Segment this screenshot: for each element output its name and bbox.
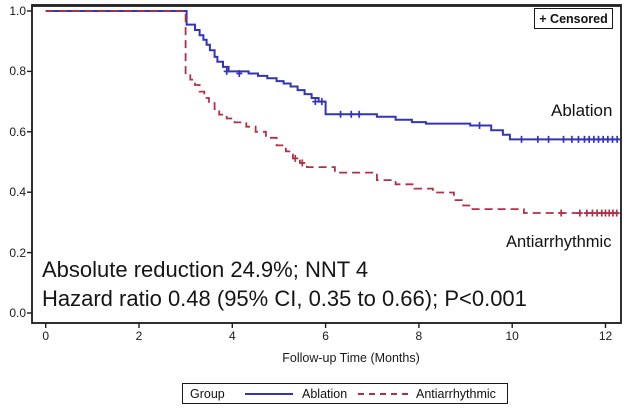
y-tick-label: 0.2	[9, 245, 26, 260]
legend-ablation-label: Ablation	[302, 386, 348, 401]
y-tick-label: 0.8	[9, 64, 26, 79]
y-tick-label: 1.0	[9, 4, 26, 18]
x-tick-label: 4	[228, 329, 236, 343]
legend-antiarrhythmic-label: Antiarrhythmic	[416, 386, 496, 401]
legend-title: Group	[190, 386, 225, 401]
censored-legend-label: + Censored	[539, 11, 608, 26]
group-legend-box: Group Ablation Antiarrhythmic	[182, 383, 508, 404]
y-tick-label: 0.4	[9, 185, 26, 200]
x-tick-label: 0	[42, 329, 50, 343]
x-tick-label: 8	[415, 329, 423, 343]
annotation-hazard-ratio: Hazard ratio 0.48 (95% CI, 0.35 to 0.66)…	[42, 286, 527, 311]
curve-antiarrhythmic	[45, 10, 621, 214]
legend-antiarrhythmic-line-sample	[358, 392, 408, 395]
annotation-absolute-reduction: Absolute reduction 24.9%; NNT 4	[42, 257, 369, 282]
plot-frame	[31, 4, 622, 324]
ablation-curve-label: Ablation	[551, 101, 613, 120]
censored-legend-box: + Censored	[534, 8, 613, 29]
antiarrhythmic-curve-label: Antiarrhythmic	[506, 233, 612, 251]
y-tick-label: 0.0	[9, 306, 26, 320]
x-tick-label: 12	[598, 329, 613, 343]
curve-ablation	[45, 10, 620, 141]
x-tick-label: 6	[322, 329, 329, 343]
y-tick-label: 0.6	[9, 124, 26, 139]
legend-ablation-line-sample	[245, 392, 293, 395]
x-axis-label: Follow-up Time (Months)	[282, 351, 420, 365]
x-tick-label: 2	[135, 329, 143, 343]
x-tick-label: 10	[505, 329, 519, 343]
